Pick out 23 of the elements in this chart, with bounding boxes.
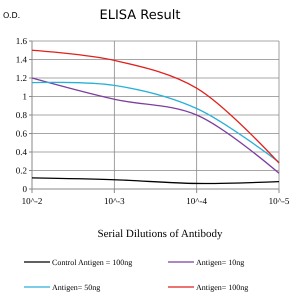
legend-label: Antigen= 100ng — [196, 283, 248, 292]
y-tick-label: 0.8 — [16, 110, 28, 120]
x-axis-title: Serial Dilutions of Antibody — [98, 228, 223, 240]
y-tick-label: 0.2 — [16, 166, 27, 176]
y-tick-label: 0.4 — [16, 147, 28, 157]
y-tick-label: 1 — [22, 92, 27, 102]
y-tick-label: 0.6 — [16, 128, 28, 138]
x-tick-label: 10^-4 — [186, 196, 208, 206]
line-series — [31, 50, 280, 164]
x-tick-label: 10^-2 — [22, 196, 42, 206]
y-tick-label: 1.4 — [16, 54, 28, 64]
legend-label: Control Antigen = 100ng — [52, 258, 132, 267]
legend-label: Antigen= 50ng — [52, 283, 100, 292]
chart-title: ELISA Result — [100, 8, 180, 23]
legend-label: Antigen= 10ng — [196, 258, 244, 267]
line-series — [31, 77, 280, 174]
y-tick-label: 0 — [22, 184, 28, 194]
x-tick-label: 10^-5 — [268, 196, 290, 206]
y-axis-title: O.D. — [3, 11, 20, 20]
y-tick-label: 1.2 — [16, 73, 27, 83]
x-tick-label: 10^-3 — [104, 196, 126, 206]
line-series — [31, 82, 280, 163]
y-tick-label: 1.6 — [16, 36, 28, 46]
